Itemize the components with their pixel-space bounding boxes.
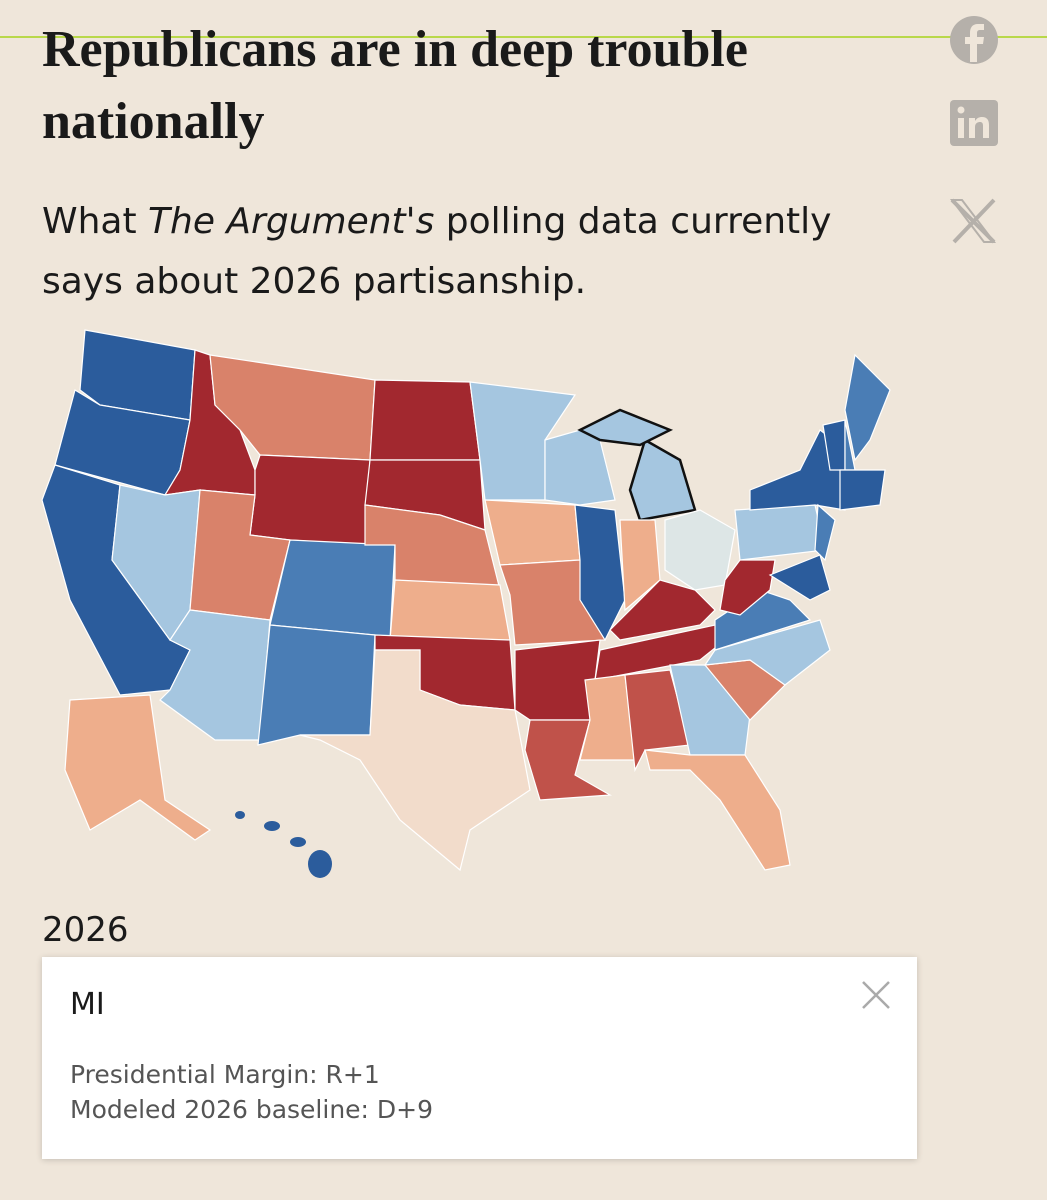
state[interactable]	[734, 504, 826, 561]
state[interactable]	[308, 850, 332, 878]
state[interactable]	[844, 353, 891, 462]
tooltip-line: Presidential Margin: R+1	[70, 1060, 380, 1089]
state[interactable]	[249, 454, 371, 546]
us-map	[41, 329, 891, 878]
subtitle-emphasis: The Argument's	[148, 201, 435, 242]
state[interactable]	[669, 664, 751, 756]
state[interactable]	[703, 619, 831, 686]
state[interactable]	[579, 674, 636, 761]
state[interactable]	[664, 509, 736, 591]
state[interactable]	[64, 694, 212, 841]
state[interactable]	[624, 669, 691, 773]
subtitle-text: What	[42, 201, 149, 242]
linkedin-icon[interactable]	[950, 100, 998, 146]
state[interactable]	[484, 499, 581, 566]
state[interactable]	[577, 408, 674, 447]
state[interactable]	[644, 749, 791, 871]
state[interactable]	[264, 821, 280, 831]
state[interactable]	[839, 469, 886, 511]
state[interactable]	[389, 579, 511, 641]
x-icon[interactable]	[949, 198, 997, 244]
facebook-icon[interactable]	[950, 16, 998, 64]
close-button[interactable]	[860, 979, 892, 1011]
state[interactable]	[290, 837, 306, 847]
tooltip-state: MI	[70, 987, 105, 1022]
state[interactable]	[235, 811, 245, 819]
state[interactable]	[257, 624, 376, 746]
share-icons	[949, 16, 998, 244]
state[interactable]	[269, 539, 396, 641]
tooltip: MI Presidential Margin: R+1 Modeled 2026…	[42, 957, 917, 1159]
title: Republicans are in deep trouble national…	[42, 21, 748, 150]
top-rule	[0, 36, 1047, 38]
year-label: 2026	[42, 910, 129, 950]
state[interactable]	[628, 438, 697, 522]
tooltip-line: Modeled 2026 baseline: D+9	[70, 1095, 434, 1124]
state[interactable]	[814, 503, 836, 562]
states	[41, 329, 891, 878]
subtitle: What The Argument's polling data current…	[42, 192, 902, 312]
state[interactable]	[609, 579, 716, 641]
subtitle-text: polling data currently says about 2026 p…	[42, 201, 832, 302]
state[interactable]	[499, 559, 606, 646]
state[interactable]	[299, 649, 531, 872]
state[interactable]	[594, 624, 726, 681]
state[interactable]	[369, 379, 481, 461]
state[interactable]	[768, 554, 831, 601]
state[interactable]	[574, 504, 626, 642]
